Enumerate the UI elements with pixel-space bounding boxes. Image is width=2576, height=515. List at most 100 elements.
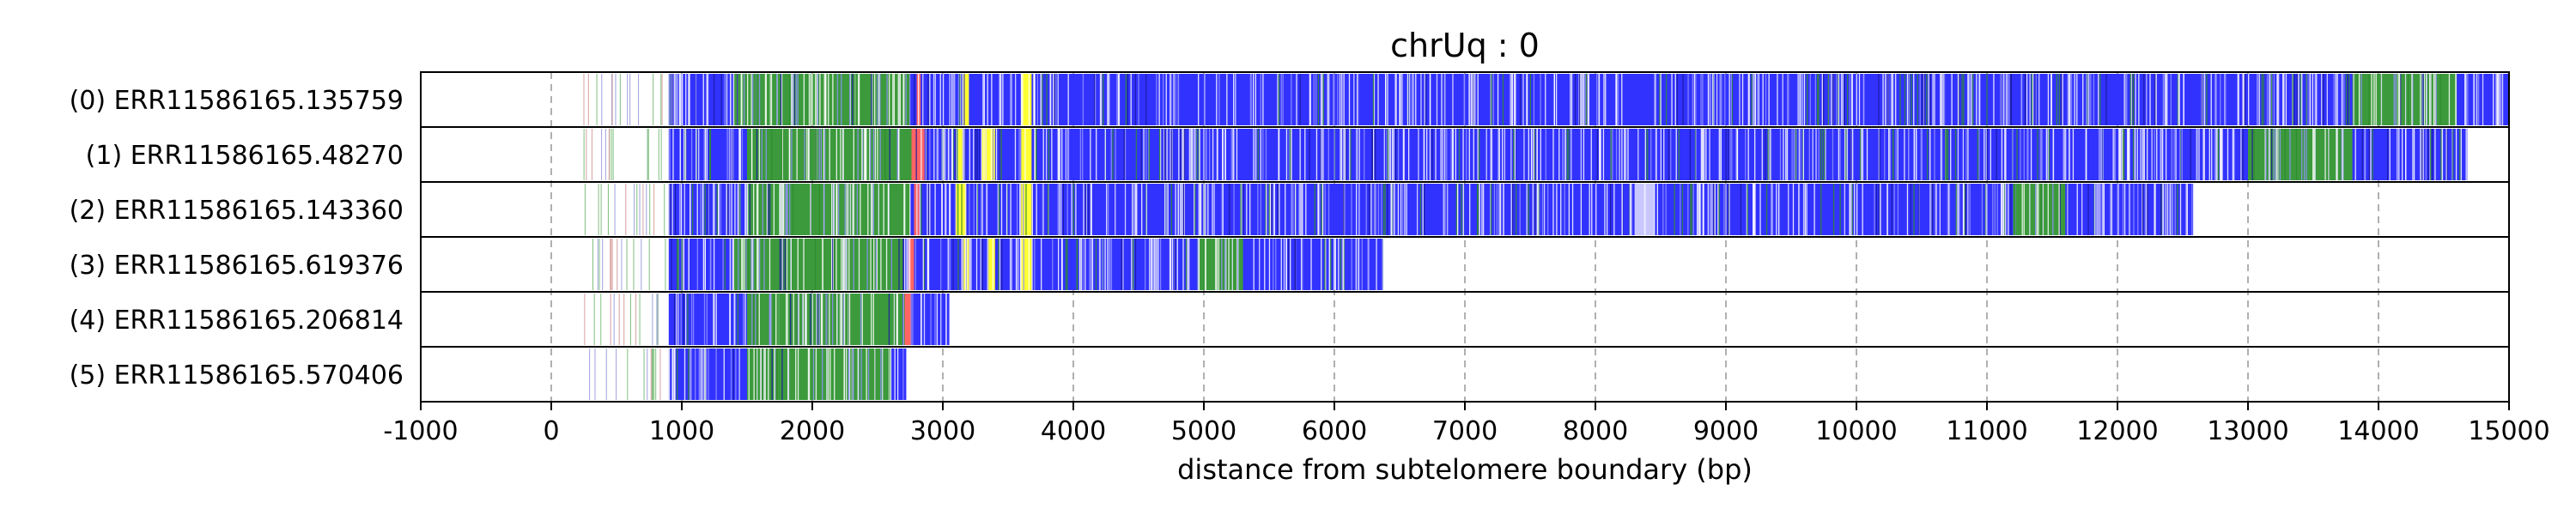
stripe [1884, 129, 1886, 180]
stripe [1485, 129, 1487, 180]
stripe [1171, 239, 1174, 290]
stripe [1305, 184, 1307, 235]
stripe [1082, 239, 1084, 290]
stripe [927, 239, 929, 290]
stripe [1177, 74, 1180, 125]
stripe [1587, 74, 1589, 125]
stripe [1798, 129, 1801, 180]
stripe [1692, 74, 1693, 125]
stripe [1102, 239, 1103, 290]
chart-title: chrUq : 0 [1390, 27, 1540, 64]
stripe [1695, 129, 1697, 180]
stripe [2387, 129, 2389, 180]
stripe [2186, 184, 2188, 235]
stripe [1095, 74, 1097, 125]
stripe [1082, 74, 1084, 125]
stripe [763, 348, 765, 400]
stripe [793, 294, 794, 345]
stripe [955, 129, 957, 180]
stripe [2430, 74, 2432, 125]
stripe [1748, 74, 1750, 125]
stripe [1315, 74, 1317, 125]
stripe [1598, 74, 1600, 125]
stripe [2030, 129, 2032, 180]
stripe [1754, 74, 1756, 125]
stripe [1110, 239, 1113, 290]
stripe [1941, 129, 1943, 180]
stripe [823, 129, 825, 180]
stripe [1216, 74, 1218, 125]
stripe [872, 129, 875, 180]
stripe [720, 184, 722, 235]
stripe [1821, 74, 1823, 125]
stripe [2284, 129, 2286, 180]
stripe [1277, 184, 1279, 235]
stripe [2243, 74, 2245, 125]
stripe [1654, 74, 1656, 125]
stripe [936, 294, 939, 345]
stripe [2154, 129, 2155, 180]
stripe [945, 184, 947, 235]
stripe [1271, 184, 1273, 235]
stripe [909, 184, 911, 235]
stripe [1441, 74, 1443, 125]
stripe [2042, 184, 2044, 235]
stripe [2408, 74, 2409, 125]
stripe [2000, 74, 2002, 125]
stripe [2161, 129, 2164, 180]
stripe [751, 239, 753, 290]
stripe [751, 129, 753, 180]
stripe [2368, 129, 2370, 180]
stripe [706, 129, 708, 180]
read-row: (1) ERR11586165.48270 [86, 126, 2510, 183]
stripe [1540, 129, 1541, 180]
stripe [1197, 239, 1199, 290]
stripe [1377, 74, 1379, 125]
stripe [775, 294, 777, 345]
stripe [818, 129, 820, 180]
stripe [2404, 74, 2406, 125]
stripe [1682, 74, 1684, 125]
stripe [1066, 184, 1068, 235]
stripe [904, 184, 906, 235]
stripe [1067, 129, 1070, 180]
stripe [2086, 129, 2087, 180]
stripe [1415, 74, 1417, 125]
stripe [1452, 74, 1454, 125]
stripe [726, 129, 728, 180]
stripe [2464, 74, 2466, 125]
stripe [1340, 129, 1343, 180]
stripe [1739, 74, 1741, 125]
stripe [1895, 129, 1897, 180]
stripe [1191, 129, 1193, 180]
stripe [2425, 129, 2427, 180]
stripe [1522, 74, 1524, 125]
stripe [2037, 129, 2038, 180]
stripe [1232, 129, 1234, 180]
stripe [1541, 184, 1544, 235]
stripe [831, 239, 834, 290]
stripe [729, 129, 731, 180]
stripe [1882, 74, 1884, 125]
stripe [1676, 74, 1679, 125]
stripe [1174, 239, 1176, 290]
stripe [2211, 129, 2213, 180]
stripe [1208, 129, 1211, 180]
stripe [1596, 129, 1599, 180]
stripe [1880, 184, 1882, 235]
stripe [2202, 129, 2204, 180]
stripe [888, 184, 890, 235]
segment-yellow [1021, 239, 1032, 290]
stripe [706, 294, 708, 345]
stripe [1324, 184, 1326, 235]
stripe [2197, 129, 2199, 180]
stripe [724, 239, 726, 290]
stripe [2099, 129, 2100, 180]
stripe [2175, 129, 2177, 180]
stripe [2340, 129, 2342, 180]
stripe [1124, 129, 1127, 180]
stripe [1177, 184, 1180, 235]
stripe [1083, 184, 1084, 235]
stripe [964, 184, 967, 235]
